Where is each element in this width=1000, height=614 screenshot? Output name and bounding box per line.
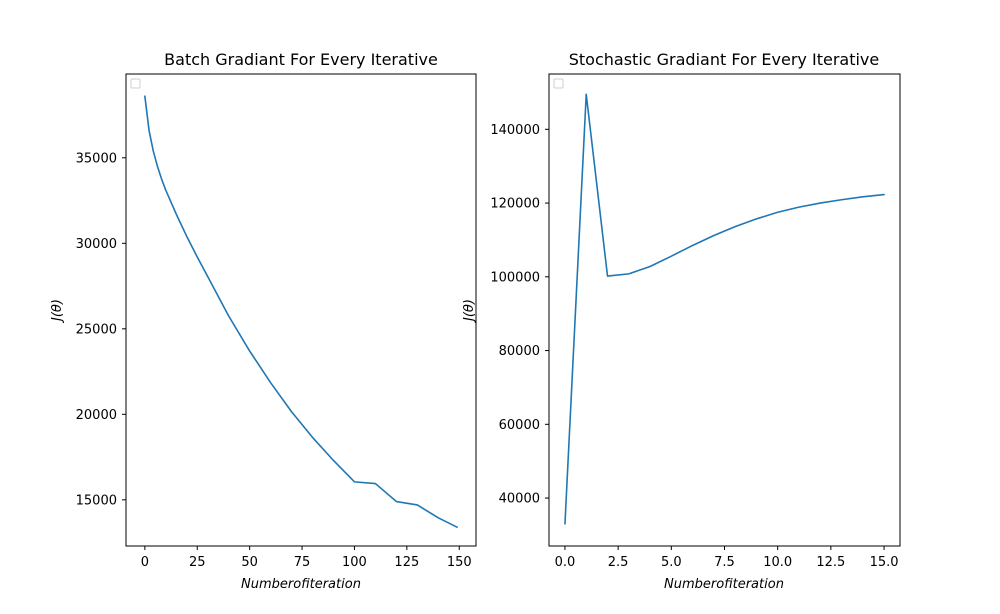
y-tick-label: 100000 [490,270,540,285]
x-tick-label: 12.5 [816,555,845,570]
x-tick-label: 75 [294,555,311,570]
y-axis-label: J(θ) [50,299,65,324]
x-tick-label: 15.0 [870,555,899,570]
plot-frame [548,73,901,547]
x-tick-label: 50 [241,555,258,570]
x-axis-label: Numberofiteration [241,577,361,592]
legend-box [130,78,141,89]
y-tick-label: 40000 [499,492,540,507]
x-tick-label: 150 [447,555,472,570]
series-line [144,95,458,528]
x-axis-label: Numberofiteration [664,577,784,592]
batch-gradient-chart: Batch Gradiant For Every Iterative 0 25 50… [50,50,477,592]
y-tick-label: 30000 [76,237,117,252]
legend-box [553,78,564,89]
x-tick-label: 2.5 [608,555,629,570]
y-tick-label: 140000 [490,123,540,138]
tick-group: 0 25 50 75 100 125 150 15000 20000 25000 30000 3500… [76,151,472,570]
y-tick-label: 60000 [499,418,540,433]
x-tick-label: 125 [394,555,419,570]
y-tick-label: 120000 [490,197,540,212]
chart-title: Batch Gradiant For Every Iterative [164,50,438,69]
y-tick-label: 35000 [76,151,117,166]
y-tick-label: 25000 [76,322,117,337]
x-tick-label: 25 [189,555,206,570]
x-tick-label: 0 [141,555,149,570]
y-axis-label: J(θ) [462,299,477,324]
x-tick-label: 10.0 [763,555,792,570]
series-line [564,93,885,525]
plot-frame [125,73,477,547]
y-tick-label: 80000 [499,344,540,359]
stochastic-gradient-chart: Stochastic Gradiant For Every Iterative … [462,50,901,592]
x-tick-label: 5.0 [661,555,682,570]
y-tick-label: 20000 [76,408,117,423]
x-tick-label: 100 [342,555,367,570]
x-tick-label: 0.0 [555,555,576,570]
y-tick-label: 15000 [76,493,117,508]
tick-group: 0.0 2.5 5.0 7.5 10.0 12.5 15.0 40000 60000 80000 1… [490,123,898,570]
x-tick-label: 7.5 [714,555,735,570]
chart-title: Stochastic Gradiant For Every Iterative [569,50,879,69]
